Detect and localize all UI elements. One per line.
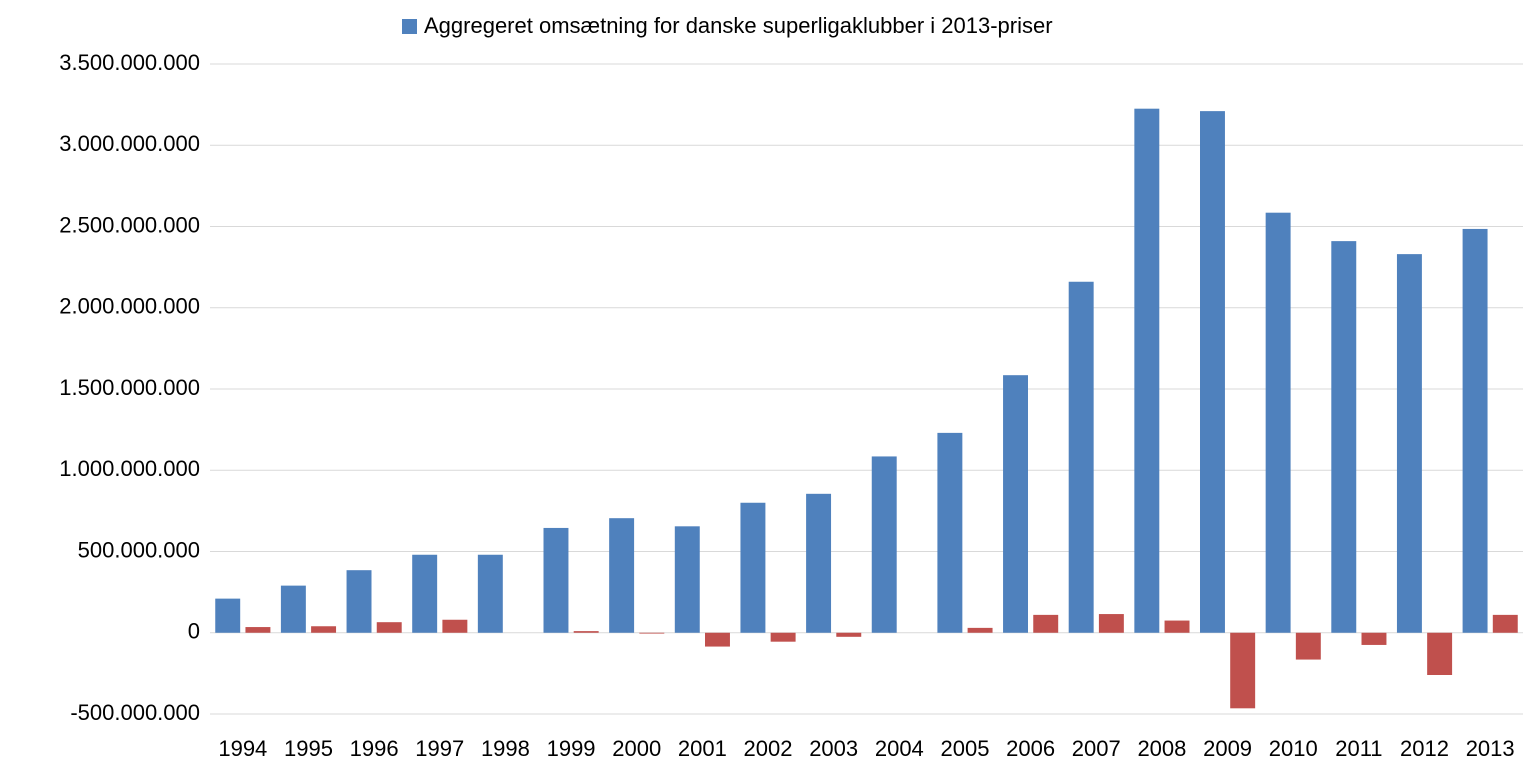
y-tick-label: 2.500.000.000	[59, 212, 200, 237]
legend-swatch	[402, 19, 417, 34]
legend-label: Aggregeret omsætning for danske superlig…	[424, 13, 1053, 38]
x-tick-label: 2011	[1335, 736, 1382, 761]
x-tick-label: 1997	[415, 736, 464, 761]
bar	[871, 456, 897, 633]
x-tick-label: 2004	[875, 736, 924, 761]
bar	[1492, 614, 1518, 633]
y-tick-label: 3.500.000.000	[59, 50, 200, 75]
bar	[740, 502, 766, 633]
x-tick-label: 2010	[1269, 736, 1318, 761]
x-tick-label: 2000	[612, 736, 661, 761]
y-tick-label: 2.000.000.000	[59, 294, 200, 319]
x-tick-label: 2012	[1400, 736, 1449, 761]
x-tick-label: 1999	[547, 736, 596, 761]
bar	[1134, 108, 1160, 633]
x-tick-label: 2013	[1466, 736, 1515, 761]
x-tick-label: 1995	[284, 736, 333, 761]
bar	[573, 631, 599, 633]
bar	[376, 622, 402, 633]
y-tick-label: 1.000.000.000	[59, 456, 200, 481]
bar	[705, 632, 730, 647]
x-tick-label: 2009	[1203, 736, 1252, 761]
bar	[280, 585, 306, 633]
bar	[412, 554, 438, 633]
bar	[215, 598, 241, 633]
x-tick-label: 2001	[678, 736, 727, 761]
bar	[836, 632, 862, 637]
bar	[1265, 212, 1291, 633]
bar	[1098, 614, 1124, 633]
bar	[1427, 632, 1453, 675]
bar	[1033, 614, 1059, 633]
bar	[1396, 254, 1422, 633]
bar	[967, 627, 993, 633]
x-tick-label: 2005	[940, 736, 989, 761]
x-tick-label: 2002	[744, 736, 793, 761]
bar	[639, 632, 665, 634]
bar	[806, 493, 832, 633]
bar	[674, 526, 700, 633]
x-tick-label: 1994	[218, 736, 267, 761]
bar	[1230, 632, 1256, 709]
bar	[477, 554, 503, 633]
x-tick-label: 2007	[1072, 736, 1121, 761]
bar	[1200, 111, 1225, 633]
bar	[1295, 632, 1321, 660]
bar	[1331, 241, 1357, 633]
x-tick-label: 2006	[1006, 736, 1055, 761]
bar	[1003, 375, 1028, 633]
x-tick-label: 2003	[809, 736, 858, 761]
bar	[346, 570, 372, 633]
bar	[1068, 281, 1094, 633]
bar	[937, 432, 963, 633]
y-tick-label: 3.000.000.000	[59, 131, 200, 156]
x-tick-label: 1996	[350, 736, 399, 761]
bar	[609, 518, 635, 633]
bar	[442, 619, 468, 633]
bar	[245, 627, 271, 633]
x-tick-label: 2008	[1137, 736, 1186, 761]
bar	[1164, 620, 1190, 633]
y-tick-label: -500.000.000	[70, 700, 200, 725]
y-tick-label: 1.500.000.000	[59, 375, 200, 400]
x-tick-label: 1998	[481, 736, 530, 761]
bar	[1361, 632, 1387, 645]
bar	[311, 626, 337, 633]
bar	[1462, 228, 1488, 633]
y-tick-label: 0	[188, 619, 200, 644]
bar	[770, 632, 796, 642]
bar	[543, 527, 569, 633]
y-tick-label: 500.000.000	[78, 537, 200, 562]
